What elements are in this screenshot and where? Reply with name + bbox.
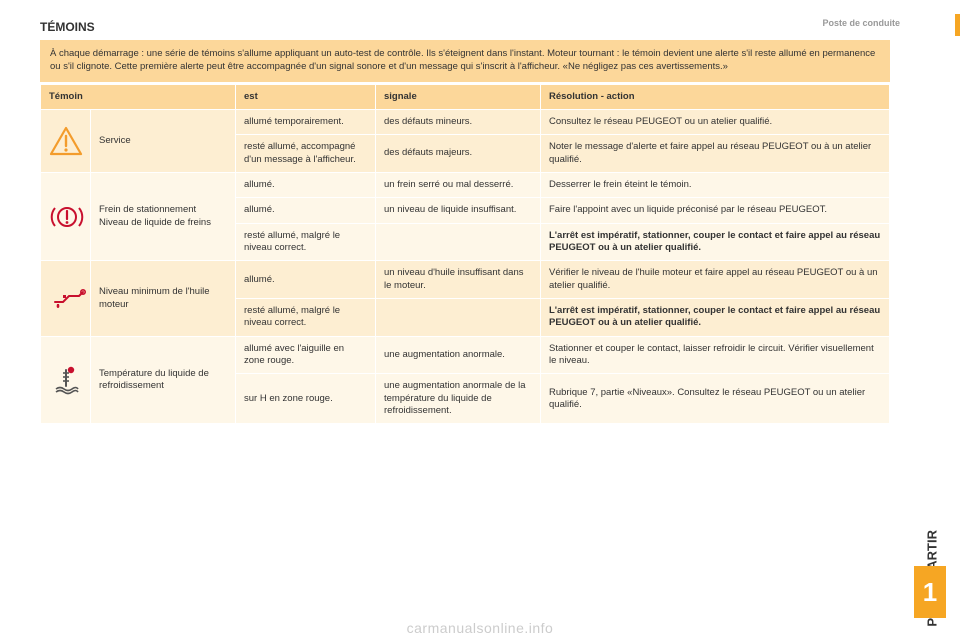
resolution-cell: Rubrique 7, partie «Niveaux». Consultez … xyxy=(541,374,890,424)
est-cell: allumé. xyxy=(236,198,376,223)
est-cell: sur H en zone rouge. xyxy=(236,374,376,424)
warning-triangle-icon xyxy=(49,126,83,156)
sidebar: PRÊT à PARTIR 1 xyxy=(918,0,946,640)
resolution-cell: Consultez le réseau PEUGEOT ou un atelie… xyxy=(541,109,890,134)
brake-icon xyxy=(49,204,85,230)
est-cell: resté allumé, accompagné d'un message à … xyxy=(236,135,376,173)
signale-cell: un niveau d'huile insuffisant dans le mo… xyxy=(376,261,541,299)
intro-box: À chaque démarrage : une série de témoin… xyxy=(40,40,890,82)
th-signale: signale xyxy=(376,84,541,109)
table-row: Serviceallumé temporairement.des défauts… xyxy=(41,109,890,134)
signale-cell: des défauts majeurs. xyxy=(376,135,541,173)
signale-cell: une augmentation anormale. xyxy=(376,336,541,374)
resolution-cell: Noter le message d'alerte et faire appel… xyxy=(541,135,890,173)
name-cell: Service xyxy=(91,109,236,172)
th-temoin: Témoin xyxy=(41,84,236,109)
signale-cell: un niveau de liquide insuffisant. xyxy=(376,198,541,223)
est-cell: allumé. xyxy=(236,173,376,198)
icon-cell xyxy=(41,261,91,336)
name-cell: Niveau minimum de l'huile moteur xyxy=(91,261,236,336)
signale-cell: une augmentation anormale de la températ… xyxy=(376,374,541,424)
resolution-cell: Stationner et couper le contact, laisser… xyxy=(541,336,890,374)
est-cell: allumé temporairement. xyxy=(236,109,376,134)
sidebar-number: 1 xyxy=(914,566,946,618)
page-content: TÉMOINS À chaque démarrage : une série d… xyxy=(40,20,890,424)
indicators-table: Témoin est signale Résolution - action S… xyxy=(40,84,890,425)
watermark: carmanualsonline.info xyxy=(0,620,960,636)
side-accent xyxy=(955,14,960,36)
est-cell: resté allumé, malgré le niveau correct. xyxy=(236,223,376,261)
signale-cell xyxy=(376,299,541,337)
name-cell: Température du liquide de refroidissemen… xyxy=(91,336,236,424)
th-est: est xyxy=(236,84,376,109)
table-header-row: Témoin est signale Résolution - action xyxy=(41,84,890,109)
est-cell: allumé avec l'aiguille en zone rouge. xyxy=(236,336,376,374)
table-row: Niveau minimum de l'huile moteurallumé.u… xyxy=(41,261,890,299)
table-row: Frein de stationnement Niveau de liquide… xyxy=(41,173,890,198)
icon-cell xyxy=(41,336,91,424)
signale-cell xyxy=(376,223,541,261)
oil-icon xyxy=(49,286,89,312)
icon-cell xyxy=(41,173,91,261)
icon-cell xyxy=(41,109,91,172)
resolution-cell: Vérifier le niveau de l'huile moteur et … xyxy=(541,261,890,299)
est-cell: resté allumé, malgré le niveau correct. xyxy=(236,299,376,337)
resolution-cell: Faire l'appoint avec un liquide préconis… xyxy=(541,198,890,223)
resolution-cell: L'arrêt est impératif, stationner, coupe… xyxy=(541,299,890,337)
resolution-cell: L'arrêt est impératif, stationner, coupe… xyxy=(541,223,890,261)
est-cell: allumé. xyxy=(236,261,376,299)
temp-icon xyxy=(51,364,81,396)
signale-cell: un frein serré ou mal desserré. xyxy=(376,173,541,198)
page-title: TÉMOINS xyxy=(40,20,890,34)
signale-cell: des défauts mineurs. xyxy=(376,109,541,134)
resolution-cell: Desserrer le frein éteint le témoin. xyxy=(541,173,890,198)
th-resolution: Résolution - action xyxy=(541,84,890,109)
table-row: Température du liquide de refroidissemen… xyxy=(41,336,890,374)
name-cell: Frein de stationnement Niveau de liquide… xyxy=(91,173,236,261)
